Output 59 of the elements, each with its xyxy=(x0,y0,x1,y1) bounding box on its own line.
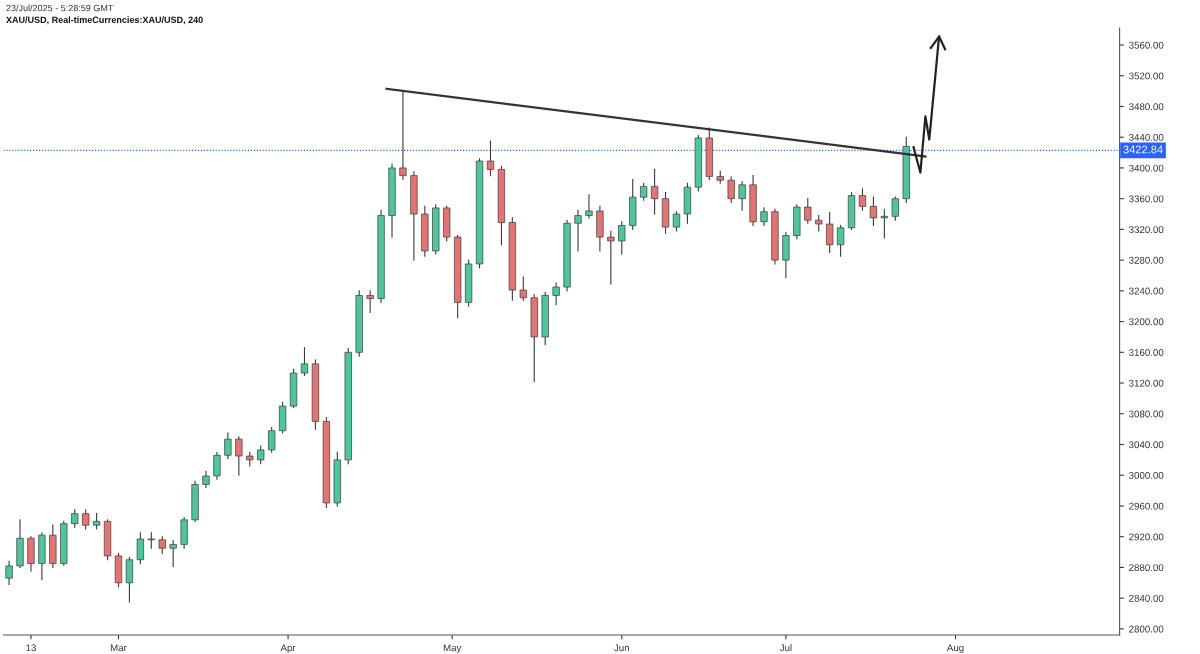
x-tick-label: Aug xyxy=(946,644,964,654)
x-tick-label: 13 xyxy=(26,644,36,652)
candlestick xyxy=(235,436,243,476)
candlestick xyxy=(136,532,144,565)
candlestick xyxy=(213,451,221,480)
candlestick xyxy=(300,347,309,376)
candlestick xyxy=(869,196,878,227)
y-tick-label: 3120.00 xyxy=(1129,379,1164,387)
candlestick xyxy=(891,196,899,221)
y-tick-label: 3480.00 xyxy=(1129,103,1164,111)
y-tick-label: 3360.00 xyxy=(1129,195,1164,203)
y-tick-label: 3520.00 xyxy=(1129,72,1164,80)
y-tick-label: 3080.00 xyxy=(1129,410,1164,418)
candlestick xyxy=(5,560,13,585)
y-tick-label: 2920.00 xyxy=(1129,533,1164,541)
candlestick xyxy=(486,140,495,177)
candlestick xyxy=(574,209,582,252)
ref-line-label: 3422.84 xyxy=(1123,145,1163,154)
y-tick-label: 3440.00 xyxy=(1129,133,1164,141)
candlestick xyxy=(826,211,834,254)
y-tick-label: 2840.00 xyxy=(1129,594,1164,602)
candlestick xyxy=(224,432,232,459)
x-tick-label: Apr xyxy=(280,644,296,654)
y-tick-label: 3400.00 xyxy=(1129,164,1164,172)
candlestick xyxy=(738,181,746,211)
y-tick-label: 2960.00 xyxy=(1129,502,1164,510)
candlestick xyxy=(366,290,374,313)
candlestick xyxy=(836,225,845,257)
candlestick xyxy=(519,276,527,301)
candlestick xyxy=(125,556,134,603)
candlestick xyxy=(618,221,626,255)
candlestick xyxy=(858,188,867,211)
chart-subtitle: 23/Jul/2025 - 5:28:59 GMT xyxy=(6,4,114,12)
y-tick-label: 3280.00 xyxy=(1129,256,1164,264)
candlestick xyxy=(607,230,615,285)
x-tick-label: Jul xyxy=(779,644,792,652)
y-tick-label: 3000.00 xyxy=(1129,471,1164,479)
candlestick xyxy=(727,176,735,204)
y-tick-label: 3320.00 xyxy=(1129,226,1164,234)
y-tick-label: 3240.00 xyxy=(1129,287,1164,295)
x-tick-label: May xyxy=(443,644,462,654)
x-tick-label: Jun xyxy=(614,644,629,652)
candlestick xyxy=(552,282,560,306)
candlestick xyxy=(585,194,593,219)
candlestick xyxy=(880,208,888,239)
y-tick-label: 3560.00 xyxy=(1129,41,1164,49)
y-tick-label: 2800.00 xyxy=(1129,625,1164,633)
candlestick xyxy=(650,168,659,215)
candlestick xyxy=(804,198,812,224)
y-tick-label: 3040.00 xyxy=(1129,441,1164,449)
candlestick xyxy=(672,211,681,232)
y-tick-label: 3160.00 xyxy=(1129,349,1164,356)
candlestick xyxy=(82,509,90,530)
candlestick xyxy=(169,539,177,568)
y-tick-label: 2880.00 xyxy=(1129,564,1164,572)
candlestick xyxy=(268,427,276,453)
x-tick-label: Mar xyxy=(110,644,127,652)
chart-title: XAU/USD, Real-timeCurrencies:XAU/USD, 240 xyxy=(6,16,203,25)
y-tick-label: 3200.00 xyxy=(1129,318,1164,326)
